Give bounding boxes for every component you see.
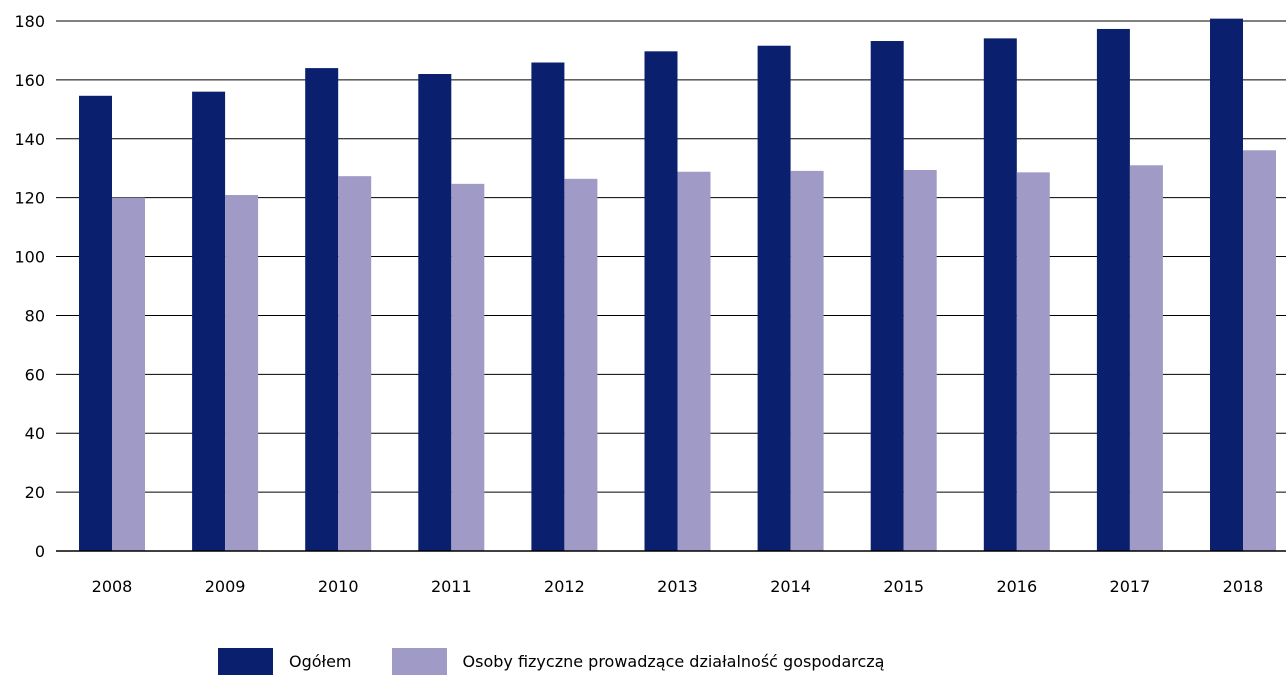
legend-item-ogolem: Ogółem — [218, 648, 352, 675]
bar-osoby-fizyczne — [225, 195, 259, 551]
bar-ogolem — [1210, 18, 1243, 551]
x-tick-label: 2010 — [318, 577, 359, 596]
x-tick-label: 2008 — [92, 577, 133, 596]
legend-label-ogolem: Ogółem — [289, 652, 352, 671]
y-tick-label: 100 — [14, 248, 45, 267]
bar-osoby-fizyczne — [903, 169, 937, 551]
y-tick-label: 60 — [25, 365, 45, 384]
bar-ogolem — [531, 62, 565, 552]
x-tick-label: 2015 — [883, 577, 924, 596]
y-tick-label: 20 — [25, 483, 45, 502]
bar-ogolem — [644, 51, 678, 551]
bar-osoby-fizyczne — [112, 197, 145, 551]
x-tick-label: 2017 — [1110, 577, 1151, 596]
x-tick-label: 2011 — [431, 577, 472, 596]
y-tick-label: 120 — [14, 189, 45, 208]
y-tick-label: 180 — [14, 12, 45, 31]
bar-ogolem — [418, 74, 452, 551]
y-tick-label: 160 — [14, 71, 45, 90]
y-tick-label: 40 — [25, 424, 45, 443]
bar-ogolem — [305, 68, 339, 551]
x-tick-label: 2009 — [205, 577, 246, 596]
x-tick-label: 2013 — [657, 577, 698, 596]
legend-item-osoby-fizyczne: Osoby fizyczne prowadzące działalność go… — [391, 648, 885, 675]
x-tick-label: 2014 — [770, 577, 811, 596]
bar-osoby-fizyczne — [790, 170, 824, 551]
bar-osoby-fizyczne — [564, 178, 598, 552]
bar-osoby-fizyczne — [677, 171, 711, 551]
bar-ogolem — [1096, 28, 1130, 551]
bar-osoby-fizyczne — [1243, 150, 1276, 551]
axes: 0 20 40 60 80 100 120 140 160 180 2008 2009 2010 2011… — [14, 12, 1286, 596]
x-tick-label: 2016 — [996, 577, 1037, 596]
x-tick-label: 2018 — [1223, 577, 1264, 596]
bar-ogolem — [983, 38, 1017, 552]
bar-osoby-fizyczne — [1016, 172, 1050, 551]
y-tick-label: 140 — [14, 130, 45, 149]
legend-swatch-ogolem — [218, 648, 273, 675]
bar-ogolem — [757, 45, 791, 551]
bar-osoby-fizyczne — [451, 183, 485, 552]
bar-osoby-fizyczne — [338, 176, 372, 551]
bar-ogolem — [870, 41, 904, 552]
bar-ogolem — [192, 91, 226, 552]
legend-label-osoby-fizyczne: Osoby fizyczne prowadzące działalność go… — [462, 652, 885, 671]
legend-swatch-osoby-fizyczne — [391, 648, 447, 675]
x-tick-label: 2012 — [544, 577, 585, 596]
bar-osoby-fizyczne — [1129, 165, 1163, 551]
bar-chart: 0 20 40 60 80 100 120 140 160 180 2008 2009 2010 2011… — [14, 12, 1286, 596]
bars — [79, 18, 1276, 552]
legend: Ogółem Osoby fizyczne prowadzące działal… — [218, 648, 924, 675]
y-tick-label: 80 — [25, 306, 45, 325]
bar-ogolem — [79, 95, 112, 552]
y-tick-label: 0 — [35, 542, 45, 561]
